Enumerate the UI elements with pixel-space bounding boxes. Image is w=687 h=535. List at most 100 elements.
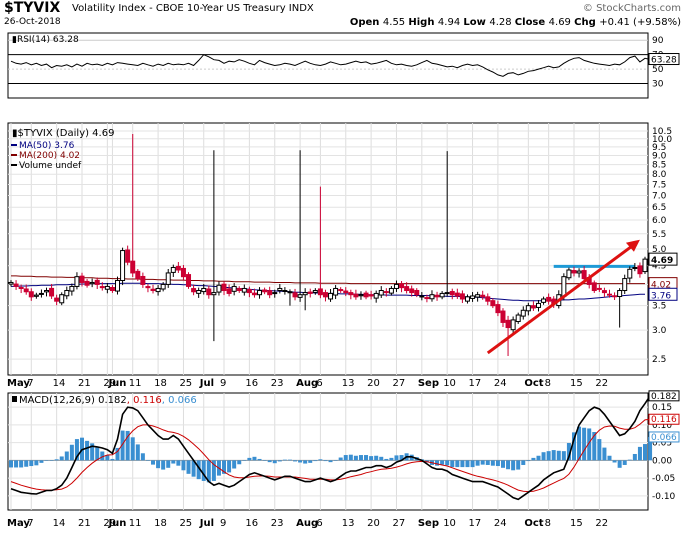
macd-x-label: 16 [245,518,258,529]
macd-histogram-bar [298,460,303,463]
candle-body [429,294,435,300]
macd-histogram-bar [120,430,125,461]
candle-body [363,292,369,298]
candle-body [373,292,379,299]
macd-histogram-bar [348,454,353,461]
ohlc-open: Open 4.55 [349,17,406,28]
candle-body [150,288,156,292]
macd-histogram-bar [130,437,135,461]
macd-legend-entry: , 0.066 [162,395,197,406]
macd-histogram-bar [627,459,632,461]
candle-body [383,291,389,294]
macd-histogram-bar [74,439,79,461]
candle-body [216,284,222,293]
macd-histogram-bar [287,459,292,461]
macd-histogram-bar [490,460,495,466]
candle-body [104,285,110,290]
price-x-label: 16 [245,378,258,389]
macd-x-label: 25 [179,518,192,529]
candle-body [617,290,623,298]
candle-body [277,287,283,291]
candle-body [409,288,415,294]
candle-body [59,294,65,304]
macd-histogram-bar [267,460,272,463]
macd-histogram-bar [333,460,338,461]
macd-x-label: 21 [78,518,91,529]
macd-x-label: 23 [271,518,284,529]
macd-last-box [648,431,680,443]
candle-body [388,287,394,294]
candle-body [180,267,186,278]
macd-histogram-bar [551,450,556,461]
candle-body [165,272,171,285]
macd-histogram-bar [379,456,384,461]
price-tick-label: 10.5 [652,127,672,137]
macd-histogram-bar [49,460,54,461]
macd-histogram-bar [602,447,607,461]
macd-histogram-bar [156,460,161,469]
candle-body [399,283,405,289]
ticker-symbol: $TYVIX [4,0,61,16]
macd-histogram-bar [95,447,100,461]
candle-body [226,288,232,294]
candle-body [343,290,349,294]
candle-body [485,296,491,302]
candle-body [566,269,572,279]
macd-last-box [648,413,680,425]
macd-histogram-bar [64,451,69,461]
macd-histogram-bar [394,455,399,461]
price-x-label: Aug [296,378,318,389]
macd-tick-label: 0.10 [652,421,672,431]
macd-histogram-bar [475,460,480,466]
macd-histogram-bar [399,455,404,461]
candle-body [231,285,237,292]
candle-body [201,287,207,293]
trend-arrow-line [486,243,635,355]
macd-histogram-bar [592,432,597,461]
ohlc-high: High 4.94 [408,17,461,28]
candle-body [251,292,257,296]
price-tick-label: 6.0 [652,216,667,226]
candle-body [454,292,460,297]
macd-histogram-bar [571,432,576,461]
candle-body [515,314,521,323]
candle-body [135,270,141,280]
candle-body [140,275,146,285]
candle-body [338,289,344,292]
macd-histogram-bar [232,460,237,469]
macd-histogram-bar [612,460,617,463]
macd-histogram-bar [34,460,39,466]
candle-body [115,280,121,292]
macd-x-label: Sep [418,518,439,529]
ma200-line [11,275,645,285]
candle-body [333,287,339,296]
macd-histogram-bar [445,460,450,466]
rsi-title: ▮RSI(14) 63.28 [12,35,79,45]
macd-x-label: 9 [220,518,226,529]
macd-histogram-bar [597,439,602,461]
candle-body [459,293,465,300]
macd-histogram-bar [541,452,546,461]
macd-x-label: 22 [595,518,608,529]
ohlc-summary: Open 4.55 High 4.94 Low 4.28 Close 4.69 … [350,17,681,28]
candle-body [627,268,633,279]
watermark: © StockCharts.com [582,3,681,14]
macd-histogram-bar [343,455,348,461]
candle-body [449,291,455,296]
price-legend-entry: Volume undef [19,161,82,171]
candle-body [84,280,90,286]
candle-body [267,290,273,296]
macd-histogram-bar [140,453,145,461]
macd-histogram-bar [617,460,622,468]
rsi-tick-label: 90 [652,36,664,46]
candle-body [170,266,176,273]
candle-body [145,286,151,289]
macd-x-label: 17 [469,518,482,529]
macd-histogram-bar [531,457,536,461]
candle-body [191,288,197,293]
candle-body [561,276,567,297]
candle-body [328,292,334,300]
macd-histogram-bar [166,460,171,468]
candle-body [612,295,618,298]
candle-body [282,290,288,293]
